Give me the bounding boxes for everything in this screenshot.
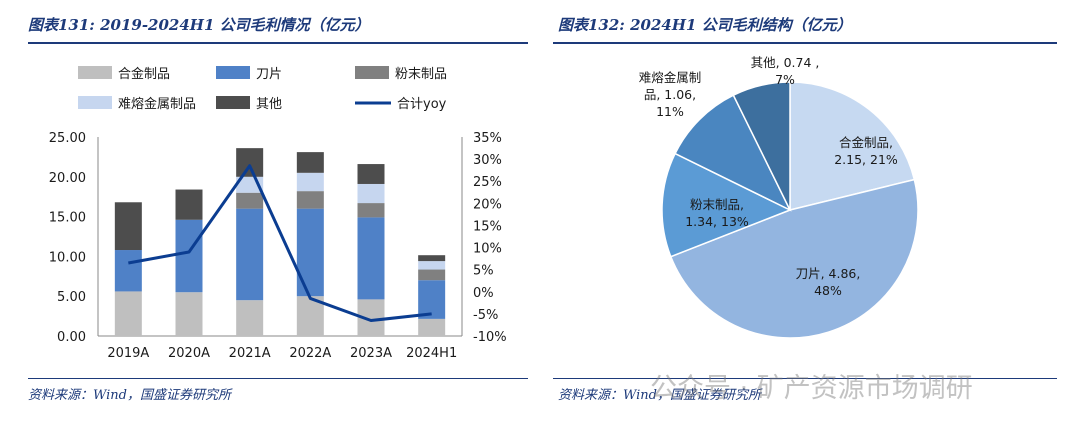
bar-segment-hejin-2019A (114, 291, 142, 336)
y2-tick-label: 25% (473, 175, 502, 190)
bar-segment-hejin-2021A (236, 300, 264, 336)
x-tick-label: 2024H1 (406, 346, 457, 361)
yoy-line (128, 164, 432, 323)
x-tick-label: 2019A (107, 346, 149, 361)
y2-tick-label: 5% (473, 264, 494, 279)
pie-slice-daopian (669, 178, 919, 339)
bar-segment-daopian-2023A (357, 217, 385, 300)
legend-swatch-daopian (216, 66, 250, 79)
legend-label-hejin: 合金制品 (118, 66, 170, 82)
bar-segment-fenmo-2023A (357, 203, 385, 218)
pie-slice-nanrong (674, 94, 792, 212)
x-tick-label: 2022A (289, 346, 331, 361)
legend-label-daopian: 刀片 (256, 67, 282, 82)
bar-segment-qita-2023A (357, 164, 385, 184)
pie-label-fenmo: 粉末制品, 1.34, 13% (685, 197, 749, 229)
legend-swatch-nanrong (78, 96, 112, 109)
pie-label-nanrong: 难熔金属制品, 1.06, 11% (639, 70, 702, 119)
bar-segment-fenmo-2024H1 (418, 269, 446, 281)
bar-segment-daopian-2021A (236, 208, 264, 301)
x-tick-label: 2021A (229, 346, 271, 361)
y2-tick-label: 30% (473, 153, 502, 168)
legend-label-qita: 其他 (256, 97, 282, 112)
left-source-rule (28, 378, 528, 379)
legend-swatch-qita (216, 96, 250, 109)
x-tick-label: 2020A (168, 346, 210, 361)
pie-slice-fenmo (661, 152, 792, 258)
bar-segment-hejin-2020A (175, 292, 203, 336)
bar-segment-qita-2020A (175, 189, 203, 220)
y2-tick-label: 15% (473, 219, 502, 234)
pie-label-qita: 其他, 0.74 , 7% (751, 55, 820, 87)
bar-segment-qita-2024H1 (418, 255, 446, 262)
y-tick-label: 25.00 (49, 131, 86, 146)
y-tick-label: 10.00 (49, 250, 86, 265)
y2-tick-label: 10% (473, 242, 502, 257)
y-tick-label: 20.00 (49, 171, 86, 186)
y2-tick-label: 35% (473, 131, 502, 146)
legend-label-fenmo: 粉末制品 (395, 67, 447, 82)
bar-segment-nanrong-2024H1 (418, 261, 446, 270)
left-title-rule (28, 42, 528, 44)
bar-segment-nanrong-2022A (296, 172, 324, 192)
y-tick-label: 5.00 (57, 290, 86, 305)
bar-segment-daopian-2020A (175, 219, 203, 293)
y-tick-label: 15.00 (49, 211, 86, 226)
right-chart-title: 图表132: 2024H1 公司毛利结构（亿元） (558, 16, 852, 34)
bar-segment-nanrong-2023A (357, 183, 385, 204)
bar-segment-fenmo-2022A (296, 191, 324, 209)
bar-segment-qita-2019A (114, 202, 142, 251)
y-tick-label: 0.00 (57, 330, 86, 345)
bar-segment-daopian-2019A (114, 250, 142, 292)
pie-slice-hejin (789, 81, 916, 211)
pie-label-daopian: 刀片, 4.86, 48% (796, 266, 861, 298)
pie-slice-qita (732, 81, 791, 211)
legend-label-yoy: 合计yoy (397, 97, 447, 112)
right-source-rule (553, 378, 1057, 379)
y2-tick-label: -5% (473, 308, 498, 323)
bar-segment-fenmo-2021A (236, 192, 264, 209)
right-source-text: 资料来源：Wind，国盛证券研究所 (558, 388, 761, 403)
left-chart-title: 图表131: 2019-2024H1 公司毛利情况（亿元） (28, 16, 370, 34)
y2-tick-label: 0% (473, 286, 494, 301)
x-tick-label: 2023A (350, 346, 392, 361)
right-title-rule (553, 42, 1057, 44)
pie-label-hejin: 合金制品, 2.15, 21% (834, 135, 898, 167)
y2-tick-label: 20% (473, 197, 502, 212)
bar-segment-qita-2022A (296, 152, 324, 173)
watermark: 公众号 · 矿产资源市场调研 (650, 373, 973, 404)
bar-segment-daopian-2024H1 (418, 280, 446, 319)
legend-swatch-hejin (78, 66, 112, 79)
bar-segment-qita-2021A (236, 148, 264, 177)
bar-segment-hejin-2024H1 (418, 318, 446, 336)
left-source-text: 资料来源：Wind，国盛证券研究所 (28, 388, 231, 403)
bar-segment-daopian-2022A (296, 208, 324, 297)
legend-swatch-fenmo (355, 66, 389, 79)
pie-chart: 合金制品, 2.15, 21% 刀片, 4.86, 48% 粉末制品, 1.34, 13%… (639, 55, 919, 339)
y2-tick-label: -10% (473, 330, 507, 345)
legend-label-nanrong: 难熔金属制品 (118, 96, 196, 112)
